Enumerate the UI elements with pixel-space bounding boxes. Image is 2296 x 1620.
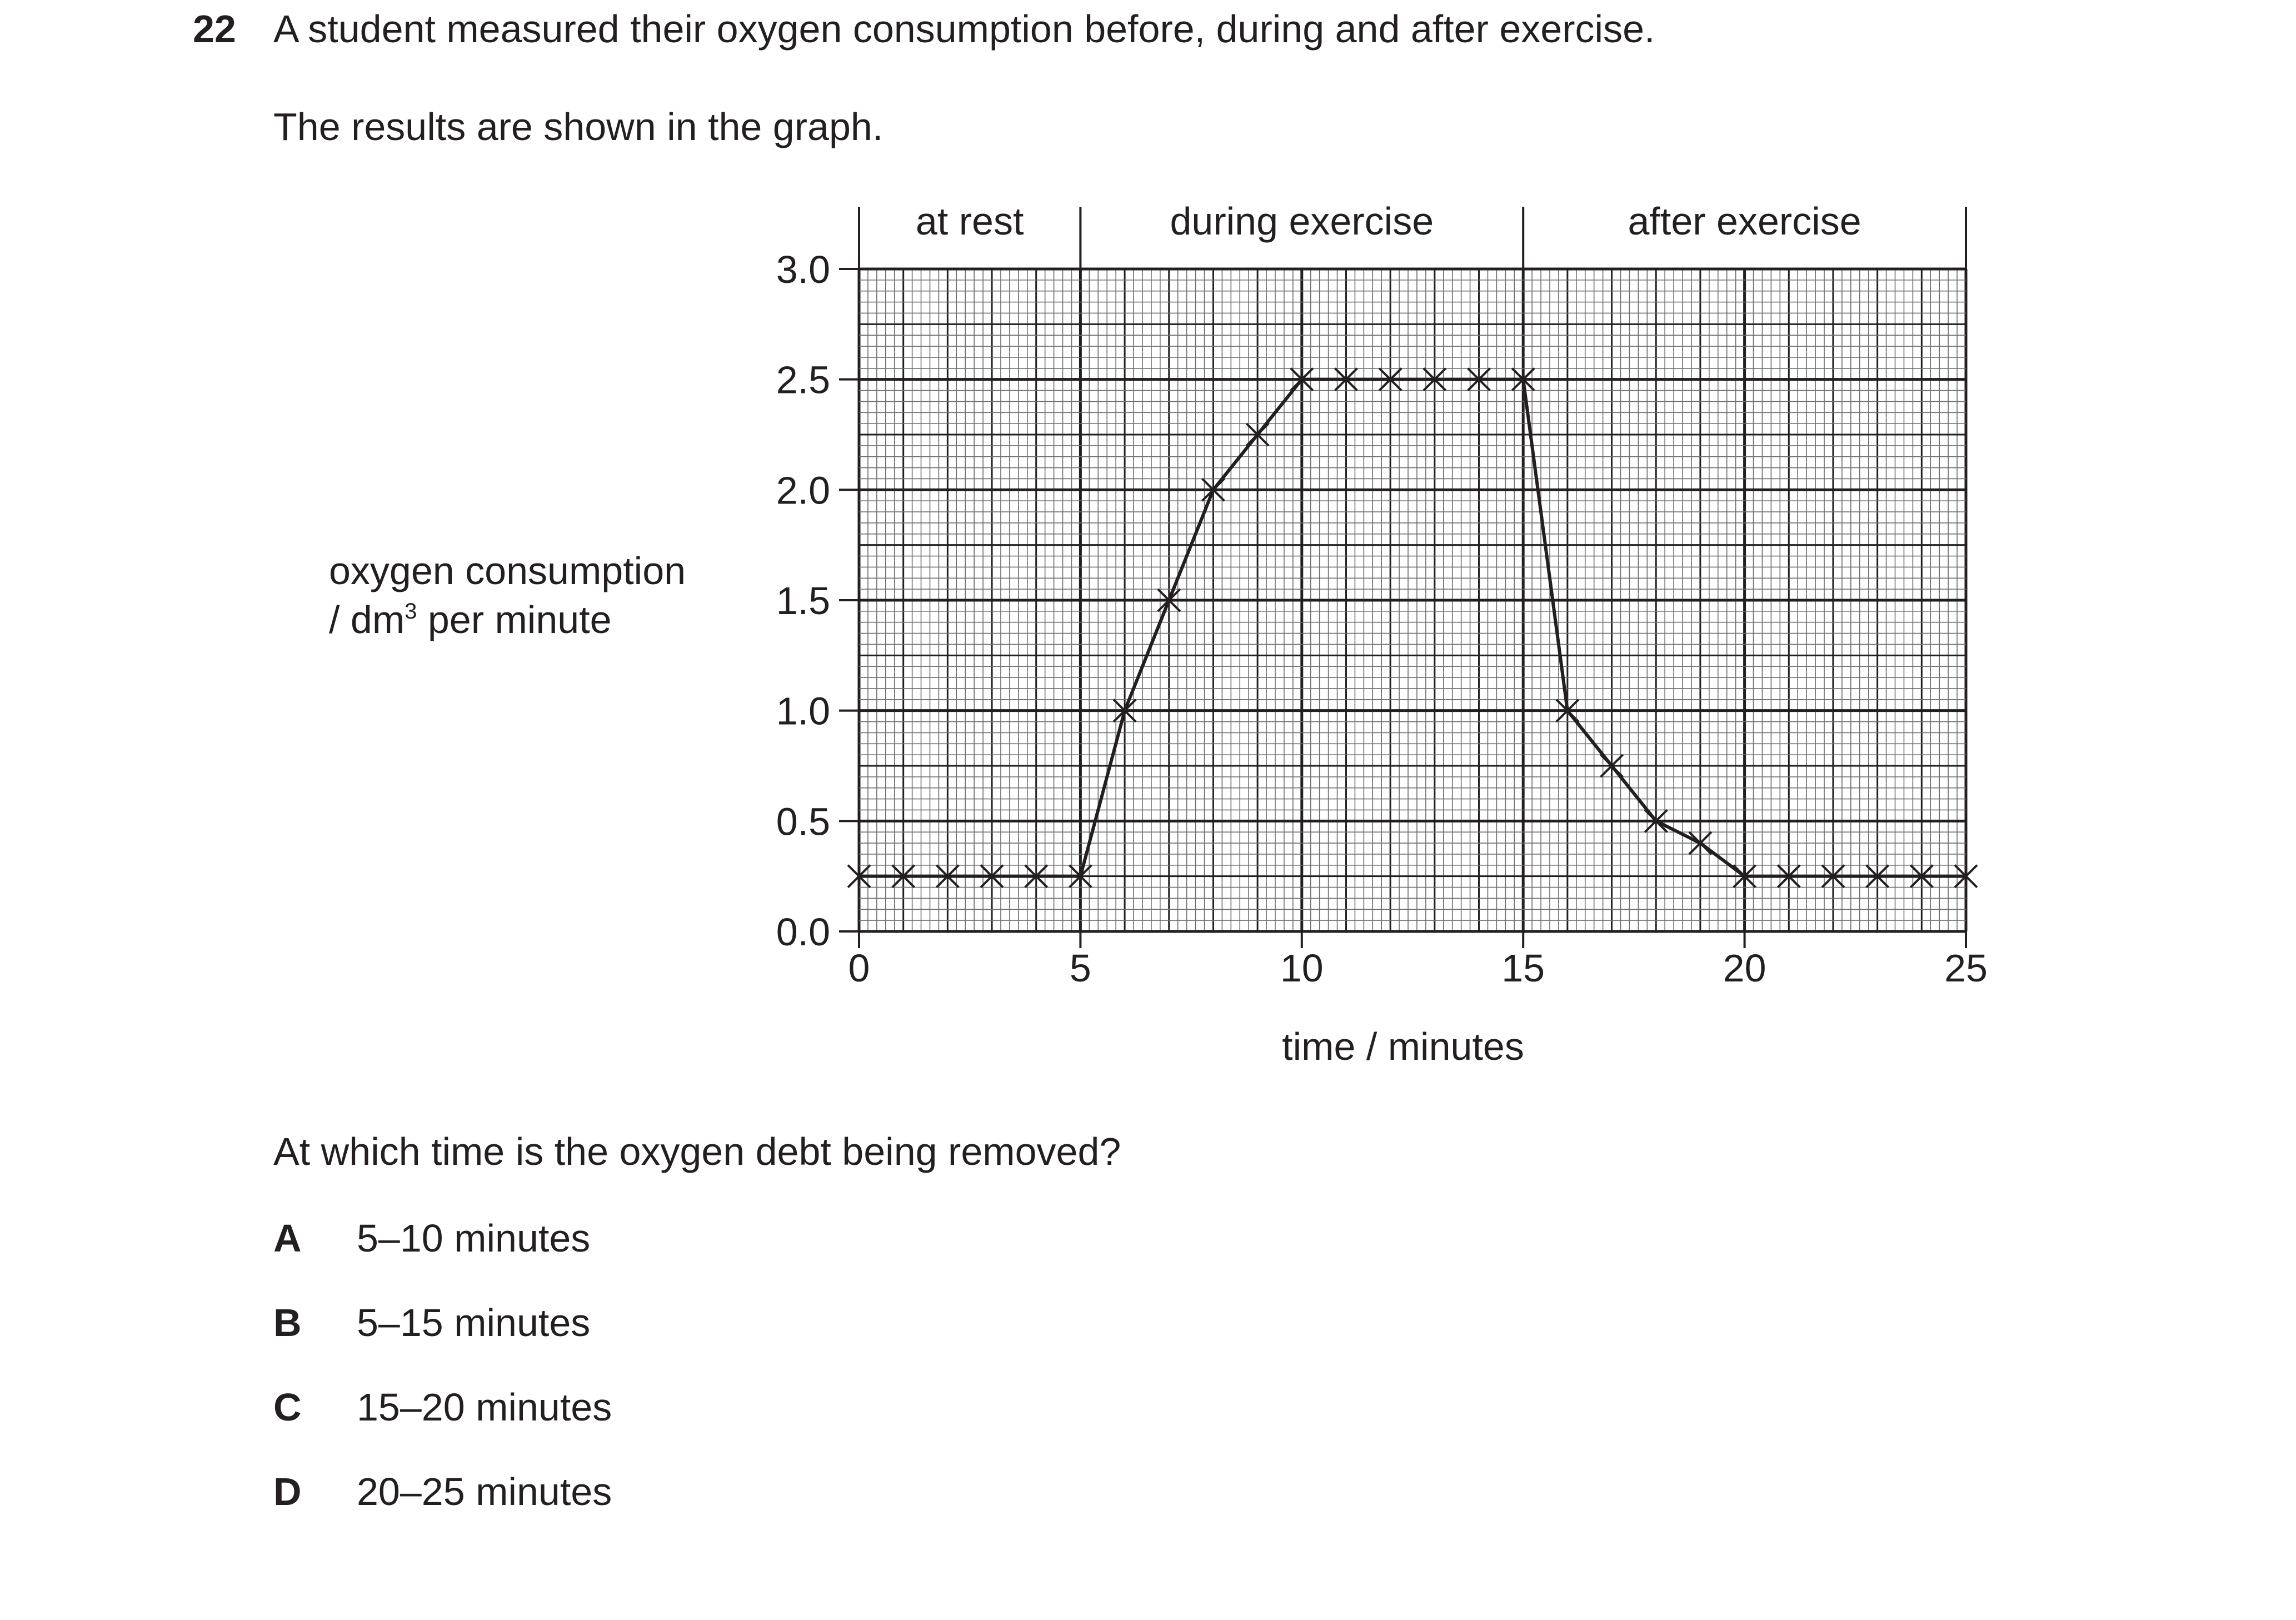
y-axis-unit-superscript: 3 bbox=[405, 599, 417, 624]
data-point-marker bbox=[980, 864, 1004, 889]
y-tick-label: 0.5 bbox=[776, 800, 830, 843]
data-point-marker bbox=[1733, 864, 1757, 889]
y-axis-unit-suffix: per minute bbox=[417, 598, 612, 641]
marker-stroke bbox=[1334, 367, 1358, 392]
data-point-marker bbox=[1865, 864, 1890, 889]
y-tick-label: 3.0 bbox=[776, 248, 830, 291]
marker-stroke bbox=[1776, 864, 1801, 889]
y-tick-label: 1.5 bbox=[776, 579, 830, 622]
x-tick-label: 20 bbox=[1723, 946, 1766, 990]
data-point-marker bbox=[1112, 699, 1137, 723]
marker-stroke bbox=[1422, 367, 1447, 392]
data-point-marker bbox=[1068, 864, 1092, 889]
marker-stroke bbox=[1954, 864, 1978, 889]
data-point-marker bbox=[1201, 477, 1225, 502]
marker-stroke bbox=[1068, 864, 1092, 889]
region-label: at rest bbox=[916, 200, 1024, 243]
data-point-marker bbox=[1378, 367, 1402, 392]
data-point-marker bbox=[1688, 831, 1713, 855]
marker-stroke bbox=[1290, 367, 1314, 392]
marker-stroke bbox=[847, 864, 871, 889]
data-point-marker bbox=[1024, 864, 1049, 889]
option-c-letter: C bbox=[273, 1385, 302, 1429]
oxygen-consumption-chart: at rest during exercise after exercise 0.0 0… bbox=[776, 200, 1988, 1068]
data-point-marker bbox=[1600, 754, 1624, 778]
marker-stroke bbox=[1245, 422, 1270, 447]
marker-stroke bbox=[1600, 754, 1624, 778]
series-line bbox=[859, 377, 1966, 878]
question-prompt: At which time is the oxygen debt being r… bbox=[273, 1130, 1121, 1173]
marker-stroke bbox=[1112, 699, 1137, 723]
marker-stroke bbox=[891, 864, 916, 889]
y-axis-unit-prefix: / dm bbox=[329, 598, 405, 641]
data-point-marker bbox=[1644, 809, 1668, 833]
marker-stroke bbox=[1201, 477, 1225, 502]
data-point-marker bbox=[1821, 864, 1845, 889]
y-axis-label-main: oxygen consumption bbox=[329, 549, 686, 592]
data-point-marker bbox=[1555, 699, 1580, 723]
y-axis-label: oxygen consumption / dm3 per minute bbox=[329, 546, 686, 644]
marker-stroke bbox=[1688, 831, 1713, 855]
data-point-marker bbox=[1776, 864, 1801, 889]
marker-stroke bbox=[1865, 864, 1890, 889]
option-c-text: 15–20 minutes bbox=[357, 1385, 612, 1429]
x-tick-label: 10 bbox=[1280, 946, 1324, 990]
option-d-letter: D bbox=[273, 1470, 302, 1513]
y-tick-label: 0.0 bbox=[776, 910, 830, 954]
marker-stroke bbox=[1511, 367, 1535, 392]
data-point-marker bbox=[847, 864, 871, 889]
marker-stroke bbox=[980, 864, 1004, 889]
y-axis-label-unit: / dm3 per minute bbox=[329, 595, 686, 644]
data-point-marker bbox=[1157, 588, 1181, 612]
data-point-marker bbox=[1334, 367, 1358, 392]
data-point-marker bbox=[1909, 864, 1934, 889]
data-point-marker bbox=[935, 864, 960, 889]
question-stem: A student measured their oxygen consumpt… bbox=[273, 7, 1655, 51]
data-point-marker bbox=[1422, 367, 1447, 392]
x-tick-label: 25 bbox=[1944, 946, 1988, 990]
data-point-marker bbox=[1290, 367, 1314, 392]
option-a-letter: A bbox=[273, 1217, 302, 1260]
marker-stroke bbox=[1467, 367, 1491, 392]
option-d-text: 20–25 minutes bbox=[357, 1470, 612, 1513]
marker-stroke bbox=[1644, 809, 1668, 833]
data-point-marker bbox=[1954, 864, 1978, 889]
marker-stroke bbox=[1555, 699, 1580, 723]
data-point-marker bbox=[1467, 367, 1491, 392]
x-tick-label: 5 bbox=[1070, 946, 1091, 990]
data-point-marker bbox=[1511, 367, 1535, 392]
marker-stroke bbox=[1157, 588, 1181, 612]
x-tick-label: 0 bbox=[848, 946, 870, 990]
data-point-marker bbox=[891, 864, 916, 889]
y-tick-label: 2.5 bbox=[776, 358, 830, 402]
region-label: after exercise bbox=[1628, 200, 1861, 243]
x-tick-label: 15 bbox=[1501, 946, 1545, 990]
question-number: 22 bbox=[193, 7, 236, 51]
marker-stroke bbox=[1378, 367, 1402, 392]
question-intro: The results are shown in the graph. bbox=[273, 105, 884, 148]
marker-stroke bbox=[1733, 864, 1757, 889]
grid-lines bbox=[857, 267, 1968, 933]
y-tick-label: 2.0 bbox=[776, 468, 830, 512]
marker-stroke bbox=[1821, 864, 1845, 889]
option-b-letter: B bbox=[273, 1301, 302, 1344]
marker-stroke bbox=[1909, 864, 1934, 889]
data-point-marker bbox=[1245, 422, 1270, 447]
marker-stroke bbox=[1024, 864, 1049, 889]
x-axis-label: time / minutes bbox=[1282, 1025, 1524, 1068]
y-tick-label: 1.0 bbox=[776, 690, 830, 733]
region-label: during exercise bbox=[1170, 200, 1434, 243]
option-b-text: 5–15 minutes bbox=[357, 1301, 591, 1344]
option-a-text: 5–10 minutes bbox=[357, 1217, 591, 1260]
marker-stroke bbox=[935, 864, 960, 889]
